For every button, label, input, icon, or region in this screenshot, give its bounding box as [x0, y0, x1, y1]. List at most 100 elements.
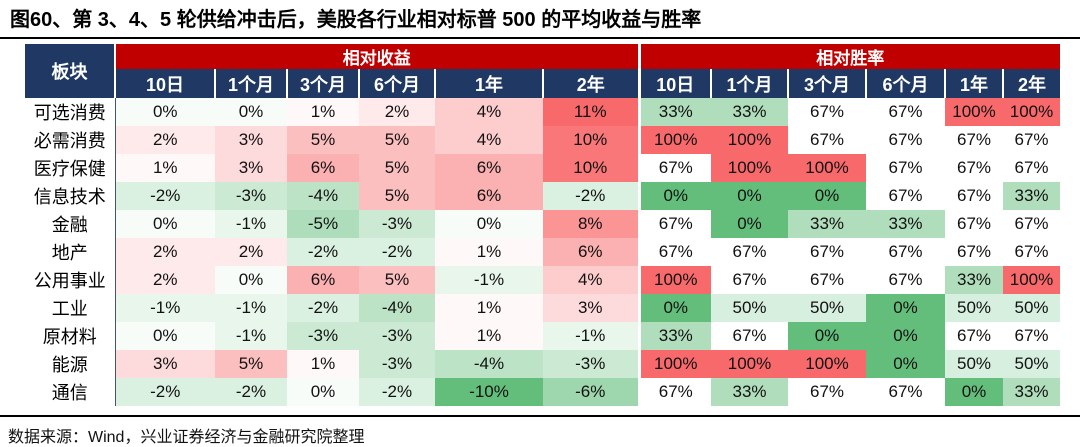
return-cell: 1%	[115, 154, 215, 182]
winrate-group-header: 相对胜率	[637, 44, 1060, 69]
return-cell: 1%	[435, 322, 543, 350]
table-row: 信息技术 -2% -3% -4% 5% 6% -2% 0% 0% 0% 67% 67% 33%	[25, 182, 1060, 210]
sector-performance-table: 板块 相对收益 相对胜率 10日 1个月 3个月 6个月 1年 2年 10日 1个月 3个月 6个…	[25, 44, 1060, 406]
column-header-returns-4: 6个月	[358, 69, 435, 98]
return-cell: 3%	[215, 154, 287, 182]
winrate-cell: 67%	[788, 98, 866, 126]
table-row: 可选消费 0% 0% 1% 2% 4% 11% 33% 33% 67% 67% 100% 100%	[25, 98, 1060, 126]
return-cell: 2%	[115, 126, 215, 154]
winrate-cell: 0%	[866, 350, 945, 378]
return-cell: 5%	[359, 154, 435, 182]
data-source: 数据来源：Wind，兴业证券经济与金融研究院整理	[8, 429, 365, 446]
return-cell: -1%	[215, 294, 287, 322]
winrate-cell: 67%	[1003, 126, 1060, 154]
row-label: 必需消费	[25, 126, 116, 154]
winrate-cell: 0%	[866, 322, 945, 350]
return-cell: 1%	[287, 98, 359, 126]
return-cell: -10%	[435, 378, 543, 406]
winrate-cell: 67%	[637, 238, 711, 266]
return-cell: 6%	[287, 266, 359, 294]
column-header-returns-1: 10日	[114, 69, 215, 98]
return-cell: 5%	[287, 126, 359, 154]
return-cell: -3%	[543, 350, 639, 378]
winrate-cell: 50%	[1003, 350, 1060, 378]
return-cell: -1%	[115, 294, 215, 322]
winrate-cell: 67%	[866, 266, 945, 294]
return-cell: 4%	[543, 266, 639, 294]
winrate-cell: 0%	[711, 182, 788, 210]
winrate-cell: 0%	[945, 378, 1003, 406]
return-cell: -2%	[215, 378, 287, 406]
winrate-cell: 0%	[637, 294, 711, 322]
row-label: 原材料	[25, 322, 116, 350]
winrate-cell: 33%	[1003, 378, 1060, 406]
return-cell: -3%	[287, 322, 359, 350]
return-cell: 8%	[543, 210, 639, 238]
return-cell: 4%	[435, 98, 543, 126]
title-divider	[0, 37, 1080, 39]
winrate-cell: 67%	[711, 266, 788, 294]
winrate-cell: 67%	[637, 154, 711, 182]
sector-column-header: 板块	[25, 44, 115, 98]
return-cell: -2%	[359, 238, 435, 266]
return-cell: 5%	[359, 266, 435, 294]
column-header-winrate-2: 1个月	[710, 69, 788, 98]
return-cell: 2%	[115, 266, 215, 294]
row-label: 地产	[25, 238, 116, 266]
column-header-winrate-5: 1年	[944, 69, 1003, 98]
row-label: 可选消费	[25, 98, 116, 126]
winrate-cell: 67%	[945, 182, 1003, 210]
winrate-cell: 100%	[711, 350, 788, 378]
return-cell: -4%	[435, 350, 543, 378]
return-cell: -3%	[215, 182, 287, 210]
return-cell: 0%	[287, 378, 359, 406]
return-cell: 11%	[543, 98, 639, 126]
winrate-cell: 33%	[866, 210, 945, 238]
return-cell: 0%	[115, 322, 215, 350]
return-cell: -1%	[435, 266, 543, 294]
winrate-cell: 100%	[637, 266, 711, 294]
winrate-cell: 67%	[945, 238, 1003, 266]
winrate-cell: 67%	[788, 238, 866, 266]
winrate-cell: 67%	[1003, 154, 1060, 182]
return-cell: 4%	[435, 126, 543, 154]
return-cell: -2%	[287, 238, 359, 266]
winrate-cell: 67%	[637, 210, 711, 238]
winrate-cell: 67%	[711, 238, 788, 266]
winrate-cell: 67%	[788, 126, 866, 154]
winrate-cell: 100%	[788, 350, 866, 378]
winrate-cell: 67%	[866, 98, 945, 126]
return-cell: -3%	[359, 210, 435, 238]
return-cell: -1%	[215, 322, 287, 350]
return-cell: 6%	[435, 182, 543, 210]
column-header-returns-2: 1个月	[214, 69, 287, 98]
figure-title: 图60、第 3、4、5 轮供给冲击后，美股各行业相对标普 500 的平均收益与胜…	[10, 9, 702, 31]
return-cell: 1%	[435, 238, 543, 266]
table-row: 工业 -1% -1% -2% -4% 1% 3% 0% 50% 50% 0% 50% 50%	[25, 294, 1060, 322]
return-cell: -4%	[287, 182, 359, 210]
winrate-cell: 0%	[788, 322, 866, 350]
return-cell: -1%	[215, 210, 287, 238]
table-row: 金融 0% -1% -5% -3% 0% 8% 67% 0% 33% 33% 67% 67%	[25, 210, 1060, 238]
table-bottom-divider	[0, 415, 1080, 417]
winrate-cell: 67%	[866, 182, 945, 210]
row-label: 金融	[25, 210, 116, 238]
return-cell: 6%	[287, 154, 359, 182]
winrate-cell: 50%	[945, 294, 1003, 322]
return-cell: 0%	[115, 210, 215, 238]
return-cell: 5%	[359, 126, 435, 154]
winrate-cell: 33%	[711, 378, 788, 406]
winrate-cell: 67%	[866, 126, 945, 154]
column-header-returns-6: 2年	[542, 69, 639, 98]
return-cell: -2%	[287, 294, 359, 322]
return-cell: 0%	[215, 98, 287, 126]
table-row: 医疗保健 1% 3% 6% 5% 6% 10% 67% 100% 100% 67% 67% 67%	[25, 154, 1060, 182]
winrate-cell: 100%	[637, 350, 711, 378]
return-cell: -2%	[115, 378, 215, 406]
winrate-cell: 67%	[866, 238, 945, 266]
returns-group-header: 相对收益	[114, 44, 639, 69]
return-cell: 10%	[543, 126, 639, 154]
return-cell: 3%	[215, 126, 287, 154]
winrate-cell: 0%	[711, 210, 788, 238]
return-cell: -6%	[543, 378, 639, 406]
